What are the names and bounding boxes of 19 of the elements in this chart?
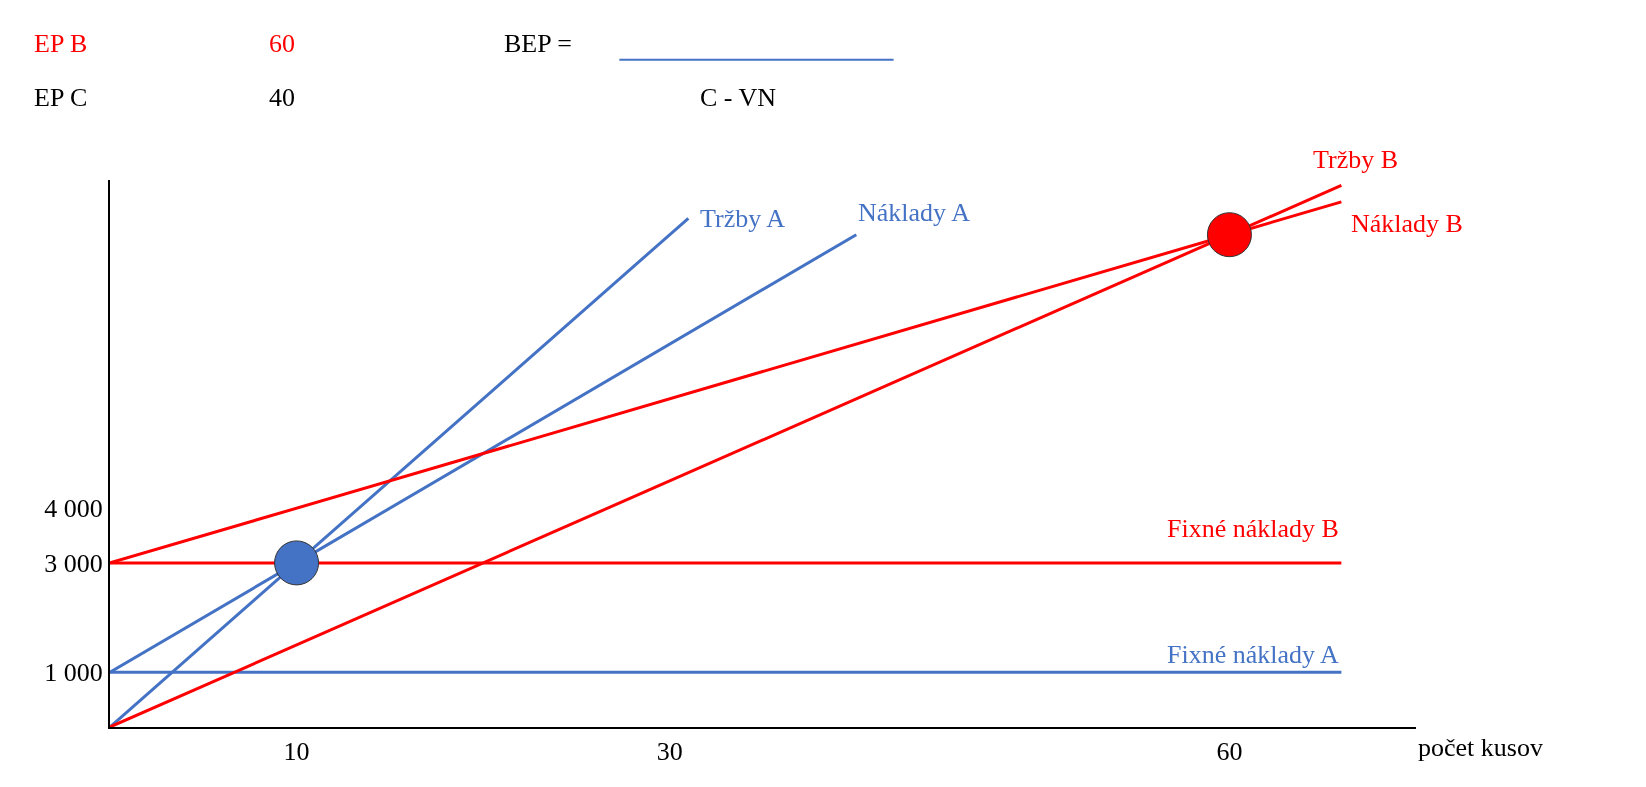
- text: EP C: [34, 83, 88, 112]
- text: C - VN: [700, 83, 777, 112]
- y-tick-label: 3 000: [44, 549, 103, 578]
- series-label: Fixné náklady A: [1167, 640, 1340, 669]
- x-tick-label: 30: [656, 737, 683, 767]
- x-axis-title: počet kusov: [1418, 733, 1543, 762]
- series-label: Tržby A: [700, 204, 786, 233]
- text: BEP =: [504, 29, 572, 58]
- x-tick-label: 60: [1216, 737, 1243, 767]
- text: 60: [269, 29, 295, 58]
- series-label: Náklady A: [858, 198, 971, 227]
- series-label: Náklady B: [1351, 209, 1463, 238]
- text: 40: [269, 83, 295, 112]
- y-tick-label: 4 000: [44, 494, 103, 524]
- text: EP B: [34, 29, 88, 58]
- y-tick-label: 1 000: [44, 658, 103, 688]
- series-label: Tržby B: [1313, 145, 1399, 174]
- x-tick-label: 10: [283, 737, 310, 767]
- series-label: Fixné náklady B: [1167, 514, 1339, 543]
